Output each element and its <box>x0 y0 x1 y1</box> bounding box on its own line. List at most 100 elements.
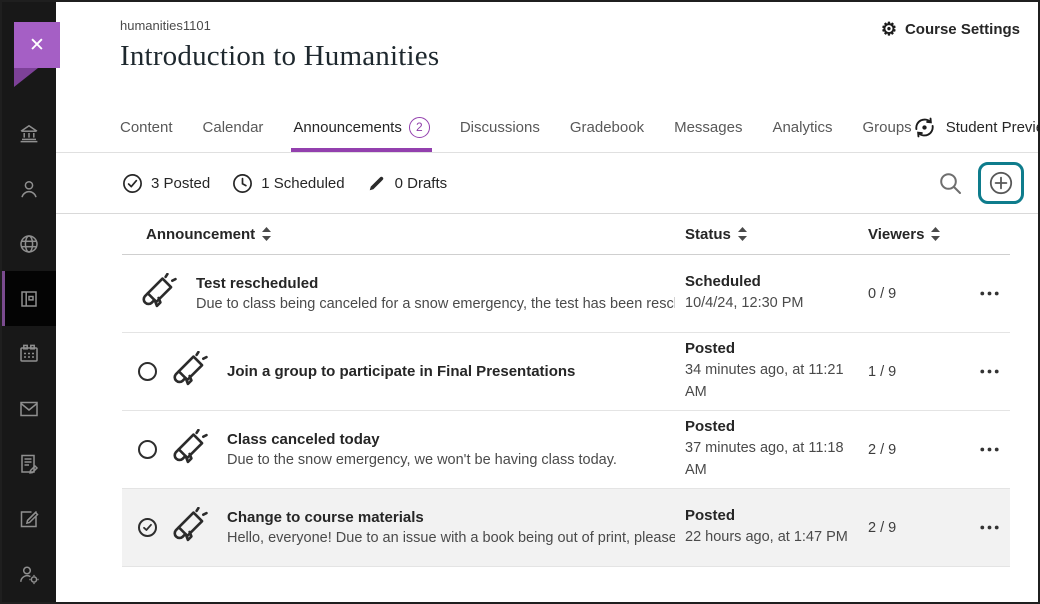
tab-messages[interactable]: Messages <box>674 118 743 136</box>
announcement-row[interactable]: Test rescheduled Due to class being canc… <box>122 255 1010 333</box>
close-icon: ✕ <box>29 34 45 56</box>
gear-icon: ⚙ <box>880 19 897 39</box>
close-course-button[interactable]: ✕ <box>14 22 60 68</box>
grades-icon <box>21 454 39 474</box>
pencil-icon <box>369 176 383 191</box>
row-menu-button[interactable] <box>978 285 1001 302</box>
course-settings-label: Course Settings <box>904 20 1020 38</box>
admin-icon <box>20 565 39 584</box>
posted-filter-label: 3 Posted <box>151 174 211 192</box>
posted-filter[interactable]: 3 Posted <box>122 173 210 194</box>
tab-calendar[interactable]: Calendar <box>202 118 264 136</box>
row-menu-button[interactable] <box>978 519 1001 536</box>
announcement-row[interactable]: Change to course materials Hello, everyo… <box>122 489 1010 567</box>
sort-status[interactable]: Status <box>685 226 868 243</box>
sidebar-item-activity[interactable] <box>2 491 56 546</box>
sort-viewers[interactable]: Viewers <box>868 226 968 243</box>
search-button[interactable] <box>937 170 964 197</box>
calendar-icon <box>20 344 38 362</box>
announcements-table: Announcement Status Viewers <box>122 214 1010 567</box>
sidebar-item-grades[interactable] <box>2 436 56 491</box>
announcements-toolbar: 3 Posted 1 Scheduled 0 Drafts <box>56 153 1038 214</box>
ellipsis-icon <box>979 447 999 452</box>
drafts-filter[interactable]: 0 Drafts <box>367 173 448 193</box>
status-detail: 10/4/24, 12:30 PM <box>685 294 804 311</box>
student-preview-icon <box>915 117 934 137</box>
row-menu-button[interactable] <box>978 363 1001 380</box>
course-id: humanities1101 <box>120 18 211 33</box>
select-checkbox[interactable] <box>138 362 157 381</box>
globe-icon <box>20 234 38 253</box>
sidebar-item-calendar[interactable] <box>2 326 56 381</box>
course-tabbar: Content Calendar Announcements 2 Discuss… <box>56 102 1038 153</box>
sidebar-item-courses[interactable] <box>2 271 56 326</box>
messages-icon <box>20 401 38 416</box>
page-header: humanities1101 Introduction to Humanitie… <box>56 2 1038 102</box>
courses-icon <box>21 290 37 307</box>
announcement-row[interactable]: Join a group to participate in Final Pre… <box>122 333 1010 411</box>
status-badge: Scheduled <box>685 272 761 290</box>
search-icon <box>940 172 961 194</box>
drafts-filter-label: 0 Drafts <box>394 174 448 192</box>
institution-icon <box>20 124 38 142</box>
sort-arrows-icon <box>262 227 272 241</box>
plus-circle-icon <box>989 171 1013 195</box>
page-title: Introduction to Humanities <box>120 40 440 72</box>
select-checkbox-checked[interactable] <box>138 518 157 537</box>
announcement-description: Due to the snow emergency, we won't be h… <box>227 452 617 468</box>
select-checkbox[interactable] <box>138 440 157 459</box>
check-circle-icon <box>123 173 142 193</box>
sidebar-item-institution[interactable] <box>2 106 56 161</box>
course-tabs: Content Calendar Announcements 2 Discuss… <box>120 102 912 152</box>
course-settings-button[interactable]: ⚙ Course Settings <box>881 20 1020 38</box>
status-badge: Posted <box>685 340 736 358</box>
sort-announcement[interactable]: Announcement <box>122 226 685 243</box>
table-header-row: Announcement Status Viewers <box>122 214 1010 255</box>
ellipsis-icon <box>979 525 999 530</box>
clock-icon <box>233 173 253 193</box>
viewers-count: 1 / 9 <box>868 363 897 380</box>
scheduled-filter[interactable]: 1 Scheduled <box>232 173 345 194</box>
announcements-count-badge: 2 <box>408 116 430 138</box>
announcement-title[interactable]: Join a group to participate in Final Pre… <box>227 363 576 380</box>
megaphone-icon <box>173 428 208 463</box>
student-preview-button[interactable]: Student Preview <box>912 115 1038 140</box>
announcement-row[interactable]: Class canceled today Due to the snow eme… <box>122 411 1010 489</box>
tab-announcements[interactable]: Announcements 2 <box>291 102 433 152</box>
sidebar-item-organizations[interactable] <box>2 216 56 271</box>
megaphone-icon <box>173 506 208 541</box>
course-page: humanities1101 Introduction to Humanitie… <box>56 2 1038 602</box>
viewers-count: 0 / 9 <box>868 285 897 302</box>
toolbar-actions <box>937 162 1024 204</box>
megaphone-icon <box>173 350 208 385</box>
tab-discussions[interactable]: Discussions <box>459 118 540 136</box>
sidebar-item-messages[interactable] <box>2 381 56 436</box>
scheduled-filter-label: 1 Scheduled <box>261 174 345 192</box>
sort-arrows-icon <box>737 227 747 241</box>
announcement-description: Hello, everyone! Due to an issue with a … <box>227 530 675 546</box>
student-preview-label: Student Preview <box>945 118 1038 136</box>
tab-content[interactable]: Content <box>120 118 173 136</box>
announcement-title[interactable]: Test rescheduled <box>196 275 319 292</box>
announcement-title[interactable]: Change to course materials <box>227 509 424 526</box>
sidebar-item-profile[interactable] <box>2 161 56 216</box>
global-sidebar <box>2 2 56 602</box>
status-badge: Posted <box>685 418 736 436</box>
ellipsis-icon <box>979 291 999 296</box>
row-menu-button[interactable] <box>978 441 1001 458</box>
status-detail: 34 minutes ago, at 11:21 AM <box>685 362 844 400</box>
check-icon <box>143 523 152 531</box>
compose-icon <box>20 510 39 527</box>
add-announcement-button[interactable] <box>978 162 1024 204</box>
ellipsis-icon <box>979 369 999 374</box>
profile-icon <box>21 180 37 197</box>
viewers-count: 2 / 9 <box>868 519 897 536</box>
status-detail: 22 hours ago, at 1:47 PM <box>685 528 848 545</box>
tab-groups[interactable]: Groups <box>862 118 912 136</box>
tab-analytics[interactable]: Analytics <box>772 118 833 136</box>
sort-arrows-icon <box>931 227 941 241</box>
announcement-title[interactable]: Class canceled today <box>227 431 380 448</box>
tab-gradebook[interactable]: Gradebook <box>569 118 645 136</box>
sidebar-item-admin[interactable] <box>2 546 56 601</box>
